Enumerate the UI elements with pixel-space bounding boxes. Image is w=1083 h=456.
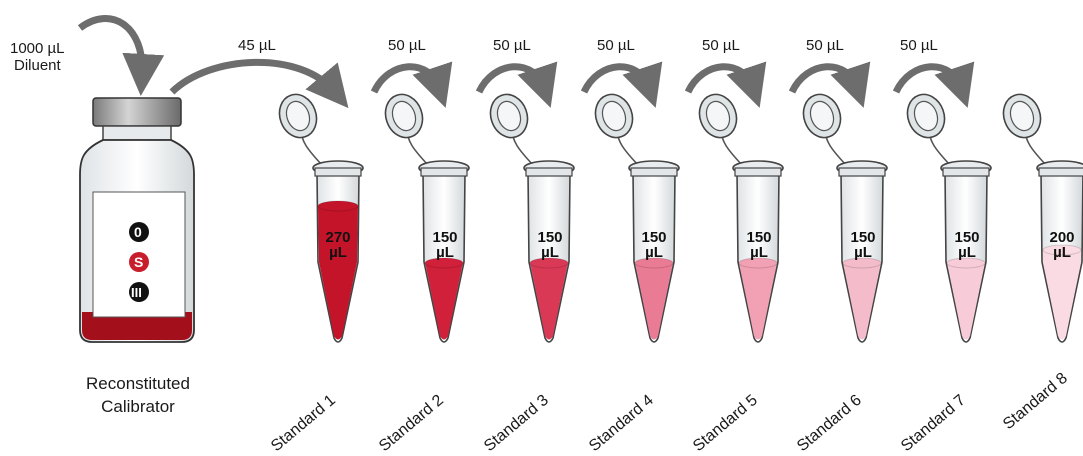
- transfer-amount-2: 50 µL: [388, 37, 426, 54]
- serial-dilution-diagram: 0 S III 1000 µL Diluent Reconstituted Ca…: [10, 15, 1083, 455]
- vial-symbol-0: 0: [134, 224, 142, 240]
- tube-volume-3: 150 µL: [537, 229, 563, 261]
- transfer-amount-5: 50 µL: [702, 37, 740, 54]
- transfer-amount-3: 50 µL: [493, 37, 531, 54]
- diluent-amount: 1000 µL: [10, 40, 65, 57]
- tube-liquid-1: [318, 206, 358, 340]
- diluent-label: Diluent: [14, 57, 61, 74]
- calibrator-vial: [79, 97, 195, 343]
- tube-7: [906, 93, 992, 343]
- diluent-arrow: [77, 15, 165, 96]
- tube-volume-2: 150 µL: [432, 229, 458, 261]
- tube-liquid-8: [1043, 250, 1081, 340]
- tube-3: [489, 93, 575, 343]
- transfer-amount-4: 50 µL: [597, 37, 635, 54]
- tube-volume-8: 200 µL: [1049, 229, 1075, 261]
- transfer-arrow-1: [169, 58, 349, 109]
- tube-liquid-3: [530, 262, 568, 340]
- transfer-arrow-2: [370, 61, 453, 108]
- tube-1: [278, 93, 364, 343]
- tube-volume-6: 150 µL: [850, 229, 876, 261]
- transfer-amount-7: 50 µL: [900, 37, 938, 54]
- diagram-graphics: [77, 15, 1083, 343]
- transfer-amount-6: 50 µL: [806, 37, 844, 54]
- tube-6: [802, 93, 888, 343]
- transfer-arrow-3: [475, 61, 558, 108]
- tube-liquid-6: [843, 262, 881, 340]
- tube-volume-5: 150 µL: [746, 229, 772, 261]
- vial-symbol-s: S: [134, 254, 144, 270]
- tube-liquid-5: [739, 262, 777, 340]
- vial-caption-line1: Reconstituted: [86, 374, 190, 393]
- transfer-arrow-5: [684, 61, 767, 108]
- tube-2: [384, 93, 470, 343]
- vial-symbol-iii: III: [131, 285, 142, 300]
- tube-8: [1002, 93, 1083, 343]
- transfer-arrow-6: [788, 61, 871, 108]
- tube-volume-4: 150 µL: [641, 229, 667, 261]
- tube-volume-7: 150 µL: [954, 229, 980, 261]
- transfer-arrow-7: [892, 61, 975, 108]
- vial-caption: Reconstituted Calibrator: [58, 372, 218, 418]
- transfer-amount-1: 45 µL: [238, 37, 276, 54]
- tube-liquid-7: [947, 262, 985, 340]
- tube-4: [594, 93, 680, 343]
- tube-liquid-2: [425, 262, 463, 340]
- tube-liquid-4: [635, 262, 673, 340]
- transfer-arrow-4: [580, 61, 663, 108]
- tube-5: [698, 93, 784, 343]
- tube-volume-1: 270 µL: [325, 229, 351, 261]
- vial-caption-line2: Calibrator: [101, 397, 175, 416]
